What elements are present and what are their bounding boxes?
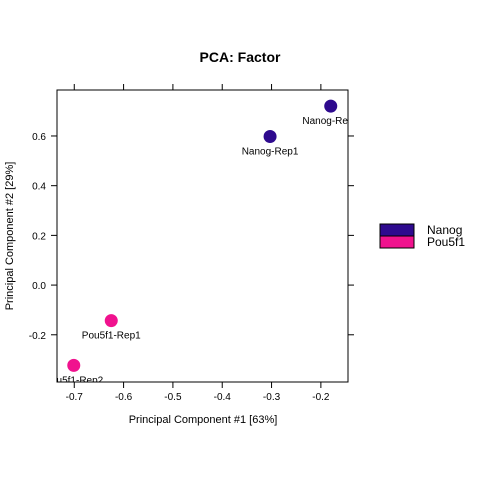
x-tick-label: -0.3: [263, 392, 281, 403]
point-label: Pou5f1-Rep2: [44, 375, 103, 386]
data-points: Nanog-Rep1 Nanog-Rep2 Pou5f1-Rep1 Pou5f1-Re…: [44, 99, 359, 386]
x-tick-label: -0.6: [115, 392, 133, 403]
point-label: Pou5f1-Rep1: [82, 331, 141, 342]
x-tick-label: -0.7: [66, 392, 84, 403]
x-tick-label: -0.5: [164, 392, 182, 403]
plot-frame: [56, 89, 349, 383]
data-point-pou5f1: [67, 358, 81, 372]
y-tick-label: 0.4: [32, 182, 46, 193]
data-point-nanog: [263, 129, 277, 143]
chart-title: PCA: Factor: [200, 49, 281, 65]
point-label: Nanog-Rep2: [302, 116, 359, 127]
y-tick-label: 0.0: [32, 281, 46, 292]
x-axis: -0.7 -0.6 -0.5 -0.4 -0.3 -0.2: [66, 84, 330, 403]
y-tick-label: 0.2: [32, 231, 46, 242]
legend-label: Nanog: [427, 223, 462, 237]
legend-swatch: [379, 223, 415, 237]
y-tick-label: 0.6: [32, 132, 46, 143]
data-point-pou5f1: [104, 314, 118, 328]
y-tick-label: -0.2: [29, 331, 47, 342]
legend-swatch: [379, 235, 415, 249]
data-point-nanog: [324, 99, 338, 113]
x-tick-label: -0.2: [312, 392, 330, 403]
point-label: Nanog-Rep1: [242, 146, 299, 157]
legend-label: Pou5f1: [427, 235, 465, 249]
x-tick-label: -0.4: [214, 392, 232, 403]
x-axis-label: Principal Component #1 [63%]: [129, 414, 278, 426]
y-axis: -0.2 0.0 0.2 0.4 0.6: [29, 132, 354, 342]
y-axis-label: Principal Component #2 [29%]: [4, 162, 16, 311]
